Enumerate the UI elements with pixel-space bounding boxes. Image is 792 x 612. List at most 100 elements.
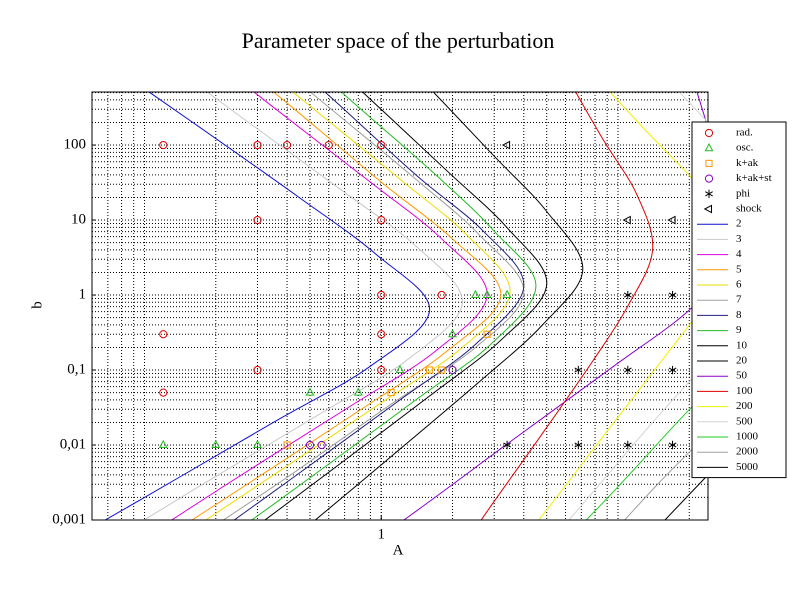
marker xyxy=(483,330,491,338)
legend-label: 2 xyxy=(736,218,742,230)
marker xyxy=(159,388,168,397)
marker xyxy=(622,215,631,225)
marker xyxy=(705,159,713,167)
marker xyxy=(395,364,405,374)
marker xyxy=(426,366,434,374)
legend-label: k+ak+st xyxy=(736,172,772,184)
marker xyxy=(503,440,511,450)
marker xyxy=(377,330,386,339)
marker xyxy=(668,365,677,375)
marker xyxy=(704,128,714,138)
y-tick-label: 1 xyxy=(79,286,87,302)
legend-label: 10 xyxy=(736,339,748,351)
legend-label: 9 xyxy=(736,324,742,336)
marker xyxy=(159,330,168,339)
grid xyxy=(92,92,708,521)
legend: rad. osc. k+ak k+ak+st phi shock 2 3 4 5 6 7 8 9 10 20 5… xyxy=(691,121,787,479)
y-tick-label: 0,001 xyxy=(52,511,86,527)
marker xyxy=(377,140,386,150)
chart-title: Parameter space of the perturbation xyxy=(242,28,555,53)
marker xyxy=(317,440,326,450)
legend-label: 50 xyxy=(736,370,748,382)
ticks: 0,001 0,01 0,1 1 10 100 1 xyxy=(52,136,385,542)
legend-label: 2000 xyxy=(736,446,759,458)
legend-label: 20 xyxy=(736,355,748,367)
legend-label: 1000 xyxy=(736,431,759,443)
marker xyxy=(668,440,677,450)
marker xyxy=(387,389,395,397)
legend-label: phi xyxy=(736,187,750,199)
marker xyxy=(501,140,511,150)
marker xyxy=(703,204,713,214)
marker xyxy=(211,439,221,449)
marker xyxy=(283,441,291,449)
marker xyxy=(377,365,386,375)
marker xyxy=(668,290,677,300)
marker xyxy=(448,365,457,375)
contour-line xyxy=(585,389,708,520)
marker xyxy=(305,440,315,450)
legend-label: 5 xyxy=(736,263,742,275)
legend-label: 3 xyxy=(736,233,742,245)
marker xyxy=(502,289,512,299)
legend-label: 100 xyxy=(736,385,753,397)
marker xyxy=(704,174,714,183)
contour-line xyxy=(250,92,537,520)
marker xyxy=(574,440,583,450)
marker xyxy=(448,328,457,338)
marker xyxy=(253,439,262,449)
marker xyxy=(282,140,292,150)
contour-line xyxy=(233,92,525,520)
contour-line xyxy=(191,92,502,520)
y-tick-label: 0,01 xyxy=(60,436,86,452)
marker xyxy=(471,289,480,299)
markers xyxy=(158,140,677,450)
marker xyxy=(159,140,168,150)
legend-label: 7 xyxy=(736,294,742,306)
legend-label: 6 xyxy=(736,279,742,291)
x-tick-label: 1 xyxy=(378,526,386,542)
marker xyxy=(482,289,492,299)
marker xyxy=(574,365,583,375)
marker xyxy=(353,387,363,396)
marker xyxy=(623,365,632,375)
marker xyxy=(158,439,168,449)
contour-line xyxy=(143,92,463,520)
marker xyxy=(305,387,315,396)
contour-line xyxy=(264,92,548,520)
legend-label: shock xyxy=(736,203,762,215)
contour-line xyxy=(538,92,708,520)
legend-label: osc. xyxy=(736,142,754,154)
contour-line xyxy=(314,92,584,520)
y-tick-label: 10 xyxy=(71,211,86,227)
y-tick-label: 100 xyxy=(64,136,87,152)
marker xyxy=(705,189,713,198)
marker xyxy=(667,215,676,225)
legend-label: k+ak xyxy=(736,157,759,169)
legend-label: 5000 xyxy=(736,461,759,473)
contour-line xyxy=(104,92,431,520)
marker xyxy=(377,215,386,225)
legend-label: 8 xyxy=(736,309,742,321)
marker xyxy=(438,366,446,374)
marker xyxy=(253,140,262,150)
legend-label: 4 xyxy=(736,248,742,260)
marker xyxy=(253,215,262,225)
legend-label: rad. xyxy=(736,127,753,139)
contour-line xyxy=(403,92,708,520)
marker xyxy=(253,365,262,375)
y-axis-label: b xyxy=(29,301,45,309)
x-axis-label: A xyxy=(393,542,404,558)
marker xyxy=(437,290,446,300)
legend-label: 200 xyxy=(736,400,753,412)
marker xyxy=(623,290,632,300)
marker xyxy=(704,142,714,152)
legend-label: 500 xyxy=(736,415,753,427)
contour-line xyxy=(568,92,708,520)
y-tick-label: 0,1 xyxy=(67,361,86,377)
marker xyxy=(377,290,386,300)
marker xyxy=(623,440,632,450)
contour-line xyxy=(623,432,708,520)
